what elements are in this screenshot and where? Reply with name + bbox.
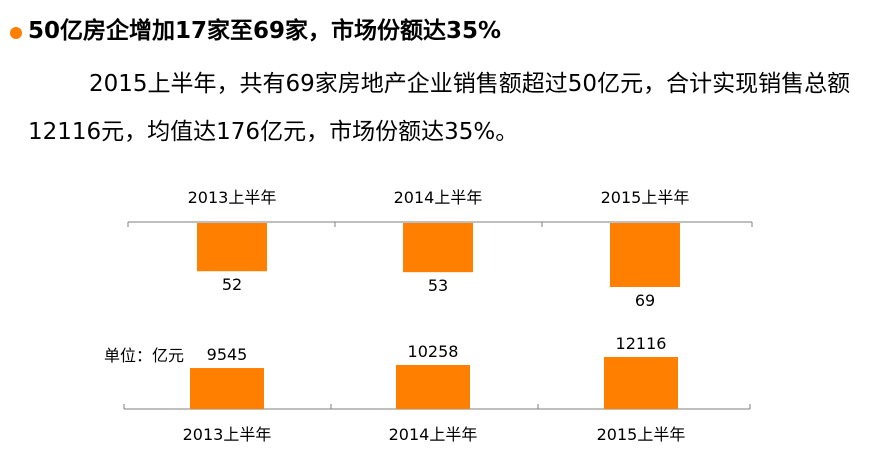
bottom-chart-bar-0: [190, 368, 264, 409]
section-heading: 50亿房企增加17家至69家，市场份额达35%: [28, 18, 502, 44]
top-chart-bar-0: [197, 223, 267, 272]
bullet-dot: [10, 27, 22, 39]
bottom-chart-value-label-2: 12116: [616, 334, 667, 353]
top-chart-value-label-0: 52: [222, 275, 242, 294]
unit-label: 单位：亿元: [104, 346, 184, 365]
top-chart-bar-1: [403, 223, 473, 273]
top-chart-category-label-2: 2015上半年: [601, 188, 690, 207]
bottom-chart-category-label-0: 2013上半年: [183, 425, 272, 444]
bottom-chart-bar-2: [604, 357, 678, 409]
top-chart-category-label-1: 2014上半年: [394, 188, 483, 207]
top-chart-category-label-0: 2013上半年: [188, 188, 277, 207]
bottom-chart-bar-1: [396, 364, 470, 409]
bottom-chart-category-label-2: 2015上半年: [597, 425, 686, 444]
top-chart-value-label-2: 69: [635, 291, 655, 310]
bottom-chart-value-label-1: 10258: [408, 342, 459, 361]
top-chart-value-label-1: 53: [428, 276, 448, 295]
top-chart-bar-2: [610, 223, 680, 287]
bottom-chart-category-label-1: 2014上半年: [389, 425, 478, 444]
summary-paragraph: 2015上半年，共有69家房地产企业销售额超过50亿元，合计实现销售总额1211…: [28, 71, 851, 145]
bottom-chart-value-label-0: 9545: [207, 345, 248, 364]
